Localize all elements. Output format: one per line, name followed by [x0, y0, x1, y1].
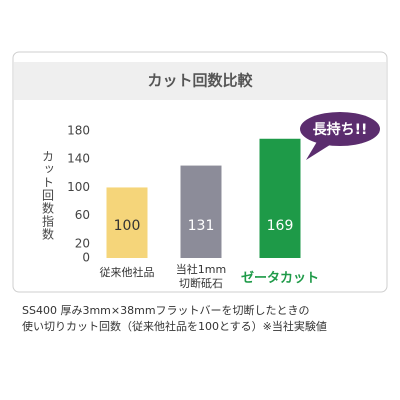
bar: [180, 165, 222, 258]
value-label: 100: [114, 218, 141, 234]
value-label: 169: [267, 218, 294, 234]
y-tick-label: 20: [75, 236, 90, 250]
y-tick-label: 100: [67, 180, 90, 194]
bar: [259, 138, 301, 258]
note: SS400 厚み3mm×38mmフラットバーを切断したときの: [22, 304, 310, 317]
x-tick-label: ゼータカット: [240, 271, 319, 286]
y-tick-label: 0: [82, 251, 90, 265]
y-tick-label: 180: [67, 124, 90, 138]
annotation: 長持ち!!: [313, 121, 368, 138]
bubble-tail: [306, 140, 333, 160]
x-tick-label: 従来他社品: [99, 266, 155, 279]
bubble: [300, 112, 380, 146]
x-tick-label: 当社1mm 切断砥石: [175, 263, 227, 290]
bar: [106, 187, 148, 258]
y-tick-label: 140: [67, 152, 90, 166]
value-label: 131: [188, 218, 215, 234]
y-axis-label: カット回数指数: [41, 150, 55, 241]
note: 使い切りカット回数（従来他社品を100とする）※当社実験値: [22, 320, 327, 333]
title-band: [14, 62, 386, 100]
y-tick-label: 60: [75, 208, 90, 222]
chart-title: カット回数比較: [147, 72, 253, 90]
